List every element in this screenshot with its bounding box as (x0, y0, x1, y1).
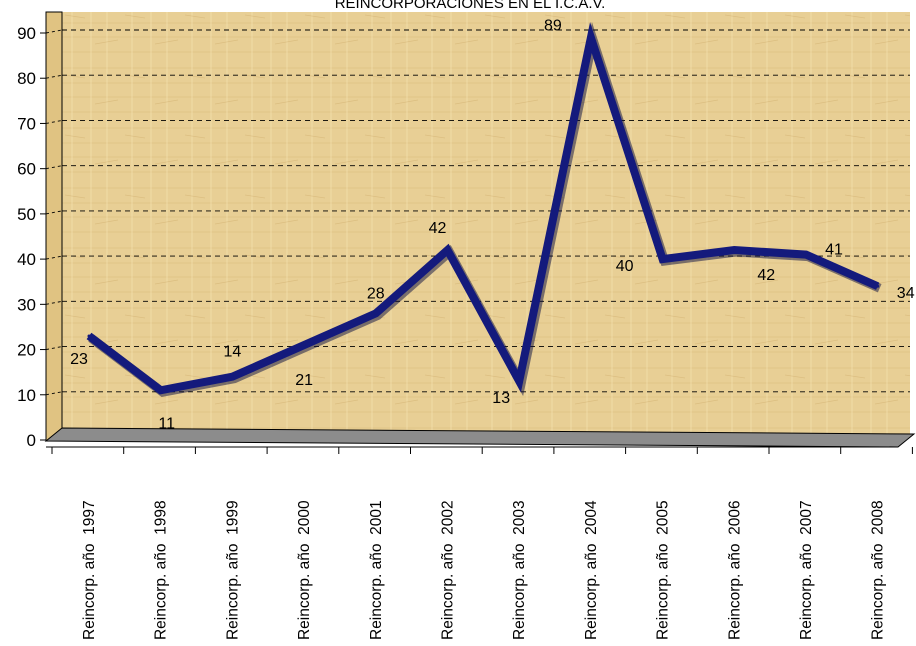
gridline-side (45, 120, 63, 124)
data-point (732, 248, 736, 252)
y-tick-label: 60 (17, 160, 36, 179)
category-labels: Reincorp. año 1997 Reincorp. año 1998 Rein… (81, 500, 887, 640)
data-label: 89 (544, 18, 562, 35)
data-point (374, 311, 378, 315)
data-point (159, 388, 163, 392)
category-label: Reincorp. año 2002 (440, 500, 457, 640)
gridline-side (45, 255, 63, 260)
data-point (87, 334, 91, 338)
gridline-side (45, 210, 63, 215)
data-label: 28 (367, 285, 385, 302)
data-point (589, 36, 593, 40)
y-axis-ticks: 0 10 20 30 40 50 60 70 80 90 (17, 24, 46, 450)
category-label: Reincorp. año 1998 (153, 500, 170, 640)
data-point (302, 343, 306, 347)
gridline-side (45, 165, 63, 170)
category-label: Reincorp. año 2001 (368, 500, 385, 640)
y-tick-label: 80 (17, 69, 36, 88)
data-labels: 23 11 14 21 28 42 13 89 40 42 41 34 (70, 18, 915, 433)
y-tick-label: 20 (17, 341, 36, 360)
data-label: 11 (158, 415, 175, 432)
y-tick-label: 30 (17, 295, 36, 314)
y-tick-label: 40 (17, 250, 36, 269)
category-label: Reincorp. año 1999 (224, 500, 241, 640)
data-label: 40 (616, 258, 634, 275)
plot-wall (62, 12, 910, 434)
data-point (446, 248, 449, 252)
category-label: Reincorp. año 2006 (726, 500, 743, 640)
gridline-side (45, 346, 63, 350)
category-label: Reincorp. año 2007 (798, 500, 815, 640)
chart-title: REINCORPORACIONES EN EL I.C.A.V. (335, 0, 606, 12)
category-label: Reincorp. año 2004 (583, 500, 600, 640)
series-line (86, 21, 880, 395)
gridline-side (45, 300, 63, 305)
data-point (804, 253, 808, 257)
data-point (876, 284, 880, 288)
y-tick-label: 10 (17, 386, 36, 405)
gridline-side (45, 29, 63, 34)
data-label: 21 (295, 372, 313, 389)
plot-floor (44, 427, 916, 448)
data-point (517, 379, 521, 383)
series-line-group (86, 21, 882, 398)
category-label: Reincorp. año 2003 (511, 500, 528, 640)
category-label: Reincorp. año 1997 (81, 500, 98, 640)
category-label: Reincorp. año 2008 (870, 500, 887, 640)
data-label: 14 (224, 344, 242, 361)
data-label: 13 (492, 390, 510, 407)
data-label: 34 (897, 285, 915, 302)
data-label: 41 (825, 242, 843, 259)
category-label: Reincorp. año 2000 (296, 500, 313, 640)
gridline-side (45, 391, 63, 396)
x-axis-ticks (51, 447, 913, 454)
data-label: 42 (429, 220, 447, 237)
data-point (661, 257, 665, 261)
data-label: 42 (757, 267, 775, 284)
category-label: Reincorp. año 2005 (655, 500, 672, 640)
data-label: 23 (70, 351, 88, 368)
y-tick-label: 70 (17, 114, 36, 133)
y-tick-label: 50 (17, 205, 36, 224)
data-point (230, 375, 234, 379)
gridline-side (45, 74, 63, 79)
y-tick-label: 0 (27, 431, 36, 450)
y-tick-label: 90 (17, 24, 36, 43)
